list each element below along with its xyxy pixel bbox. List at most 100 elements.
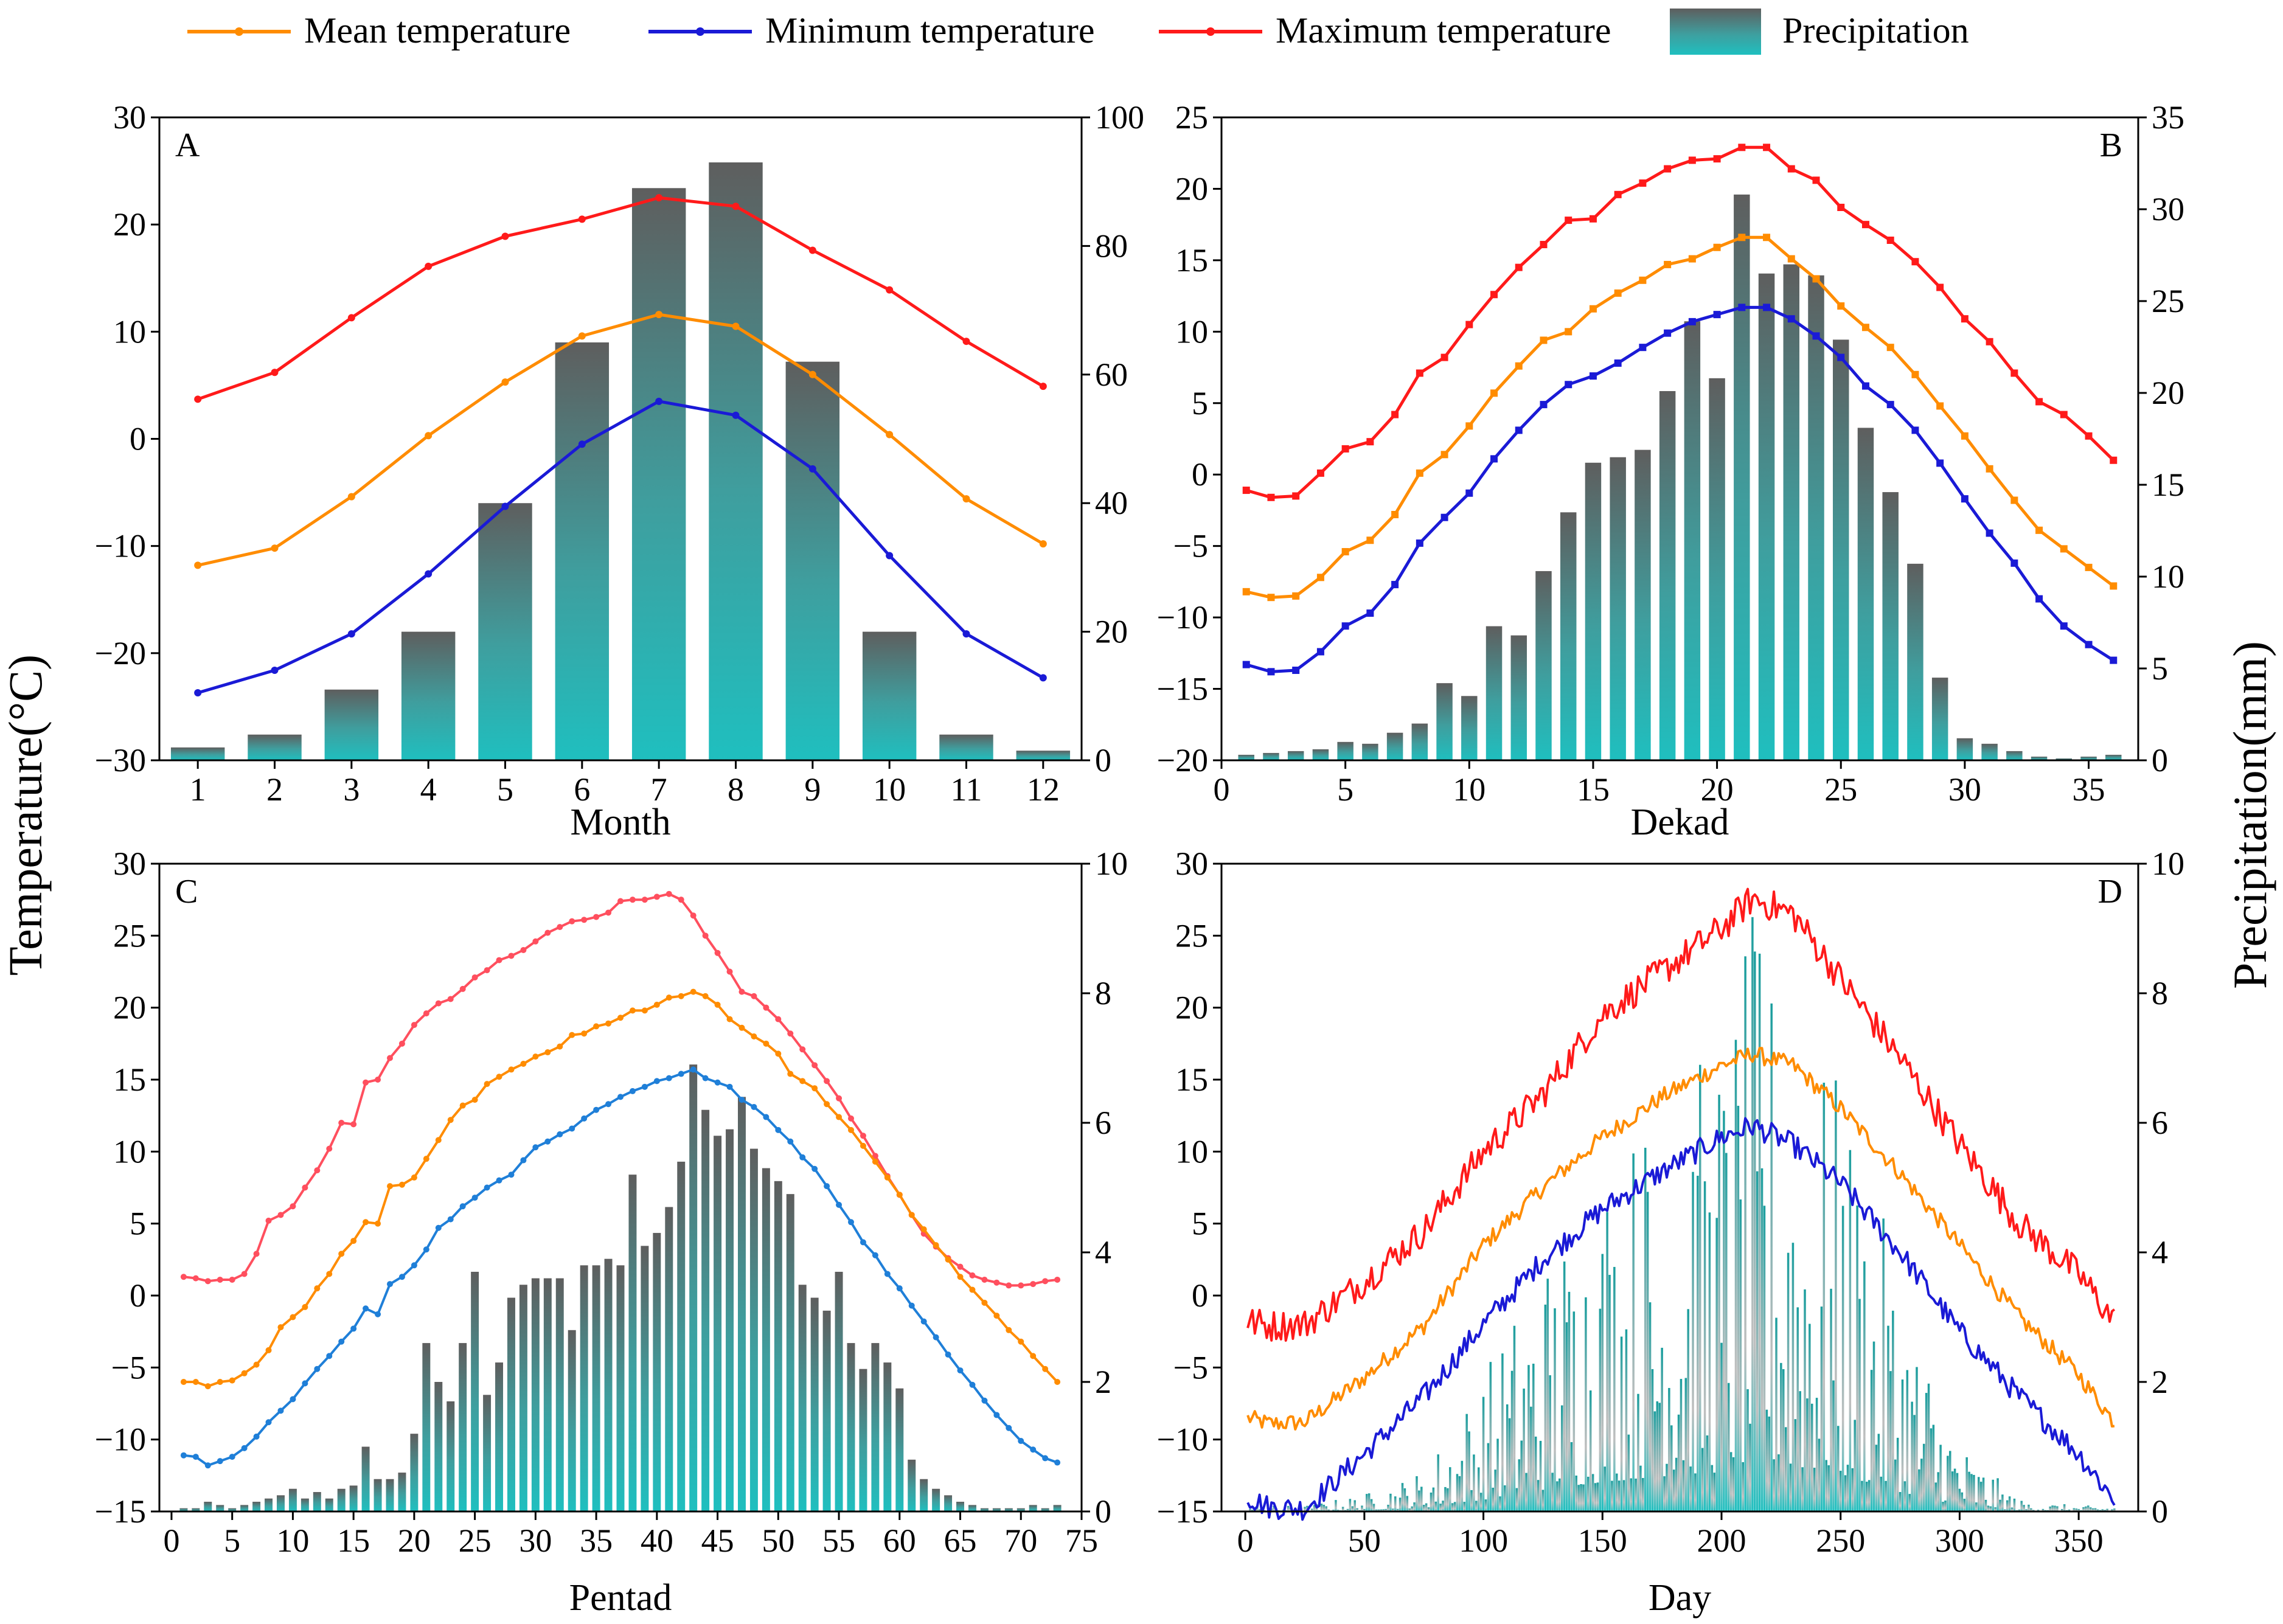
precip-bar <box>1799 1391 1801 1511</box>
precip-bar <box>1813 1468 1816 1511</box>
precip-bar <box>1618 1480 1621 1511</box>
precip-bar <box>1551 1473 1554 1511</box>
data-point <box>884 1174 891 1181</box>
precip-bar <box>1613 1266 1616 1511</box>
precip-bar <box>1625 1329 1628 1511</box>
y-tick-label-prec: 80 <box>1095 227 1128 264</box>
data-point <box>702 993 709 999</box>
precip-bar <box>1899 1492 1902 1511</box>
data-point <box>241 1271 248 1277</box>
precip-bar <box>301 1498 309 1511</box>
data-point <box>726 1083 733 1090</box>
precip-bar <box>1809 1324 1811 1511</box>
precip-bar <box>1554 1308 1556 1511</box>
precip-bar <box>1666 1463 1668 1511</box>
legend-label-precip: Precipitation <box>1782 10 1969 50</box>
data-point <box>726 968 733 975</box>
precip-bar <box>1951 1471 1954 1511</box>
data-point <box>738 988 745 995</box>
precip-bar <box>1351 1506 1354 1511</box>
precip-bar <box>786 1194 794 1511</box>
data-point <box>1490 455 1498 463</box>
data-point <box>192 1275 199 1282</box>
precip-bar <box>1646 1192 1649 1511</box>
data-point <box>1565 381 1572 389</box>
data-point <box>920 1318 927 1325</box>
y-tick-label-temp: −5 <box>1173 1349 1208 1386</box>
data-point <box>808 246 816 254</box>
data-point <box>2035 595 2043 603</box>
precip-bar <box>1287 1505 1290 1511</box>
precip-bar <box>386 1479 394 1511</box>
data-point <box>1490 291 1498 299</box>
y-tick-label-temp: 25 <box>113 917 146 954</box>
precip-bar <box>1684 321 1701 760</box>
data-point <box>751 993 757 999</box>
precip-bar <box>1389 1493 1392 1511</box>
precip-bar <box>2020 1501 2023 1511</box>
y-tick-label-prec: 20 <box>2152 375 2184 411</box>
precip-bar <box>1527 1365 1530 1511</box>
data-point <box>1639 344 1647 352</box>
precip-bar <box>1530 1406 1532 1511</box>
precip-bar <box>968 1505 976 1511</box>
data-point <box>1242 661 1250 668</box>
precip-bar <box>325 1498 333 1511</box>
y-tick-label-temp: 25 <box>1175 99 1208 136</box>
data-point <box>290 1396 296 1403</box>
precip-bar <box>1927 1383 1930 1511</box>
precip-bar <box>1760 1168 1764 1511</box>
precip-bar <box>192 1508 200 1511</box>
precip-bar <box>1482 1397 1485 1511</box>
precip-bar <box>1806 1398 1809 1511</box>
precip-bar <box>1754 951 1756 1511</box>
precip-bar <box>1558 1478 1561 1511</box>
precip-bar <box>1801 1467 1804 1511</box>
min-temp-line-group <box>180 1066 1061 1469</box>
y-tick-label-temp: −15 <box>1157 1493 1208 1530</box>
precip-bar <box>1932 1424 1935 1511</box>
precip-bar <box>2031 756 2048 760</box>
data-point <box>2110 582 2118 590</box>
x-tick-label: 35 <box>2073 771 2105 808</box>
precip-bar <box>1591 1474 1594 1511</box>
panel-letter: A <box>175 127 200 164</box>
y-tick-label-temp: −15 <box>1157 671 1208 707</box>
precip-bar <box>1287 751 1304 760</box>
data-point <box>578 440 586 448</box>
data-point <box>338 1251 345 1257</box>
precip-bar <box>1535 571 1552 760</box>
precip-bar <box>1994 1507 1996 1511</box>
precip-bar <box>665 1207 673 1511</box>
y-tick-label-temp: −5 <box>1173 528 1208 564</box>
data-point <box>824 1078 830 1084</box>
precip-bar <box>1353 1500 1356 1511</box>
precip-bar <box>1892 1310 1894 1511</box>
data-point <box>848 1219 854 1226</box>
precip-bar <box>1965 1457 1968 1511</box>
precip-bar <box>216 1505 224 1511</box>
precip-bar <box>1720 1342 1723 1511</box>
precip-bar <box>1968 1471 1970 1511</box>
precip-bar <box>1739 1199 1742 1511</box>
data-point <box>532 1053 539 1060</box>
precip-bar <box>1335 1500 1337 1511</box>
data-point <box>1030 1446 1037 1453</box>
precip-bar <box>1863 1261 1866 1511</box>
precip-bar <box>1947 1456 1949 1511</box>
legend-item-mean: Mean temperature <box>187 10 571 50</box>
y-tick-label-temp: 0 <box>130 421 146 457</box>
data-point <box>655 194 663 202</box>
data-point <box>1006 1327 1012 1333</box>
precip-bar <box>1835 1080 1837 1511</box>
precip-bar <box>1989 1506 1992 1511</box>
data-point <box>398 1274 405 1280</box>
y-tick-label-temp: 10 <box>113 1133 146 1170</box>
data-point <box>496 957 502 963</box>
data-point <box>872 1158 878 1165</box>
precip-bar <box>1449 1467 1451 1511</box>
precip-bar <box>1922 1443 1925 1511</box>
precip-bar <box>2085 1506 2087 1511</box>
precip-bar <box>1468 1431 1470 1511</box>
y-tick-label-temp: 0 <box>1192 456 1208 493</box>
